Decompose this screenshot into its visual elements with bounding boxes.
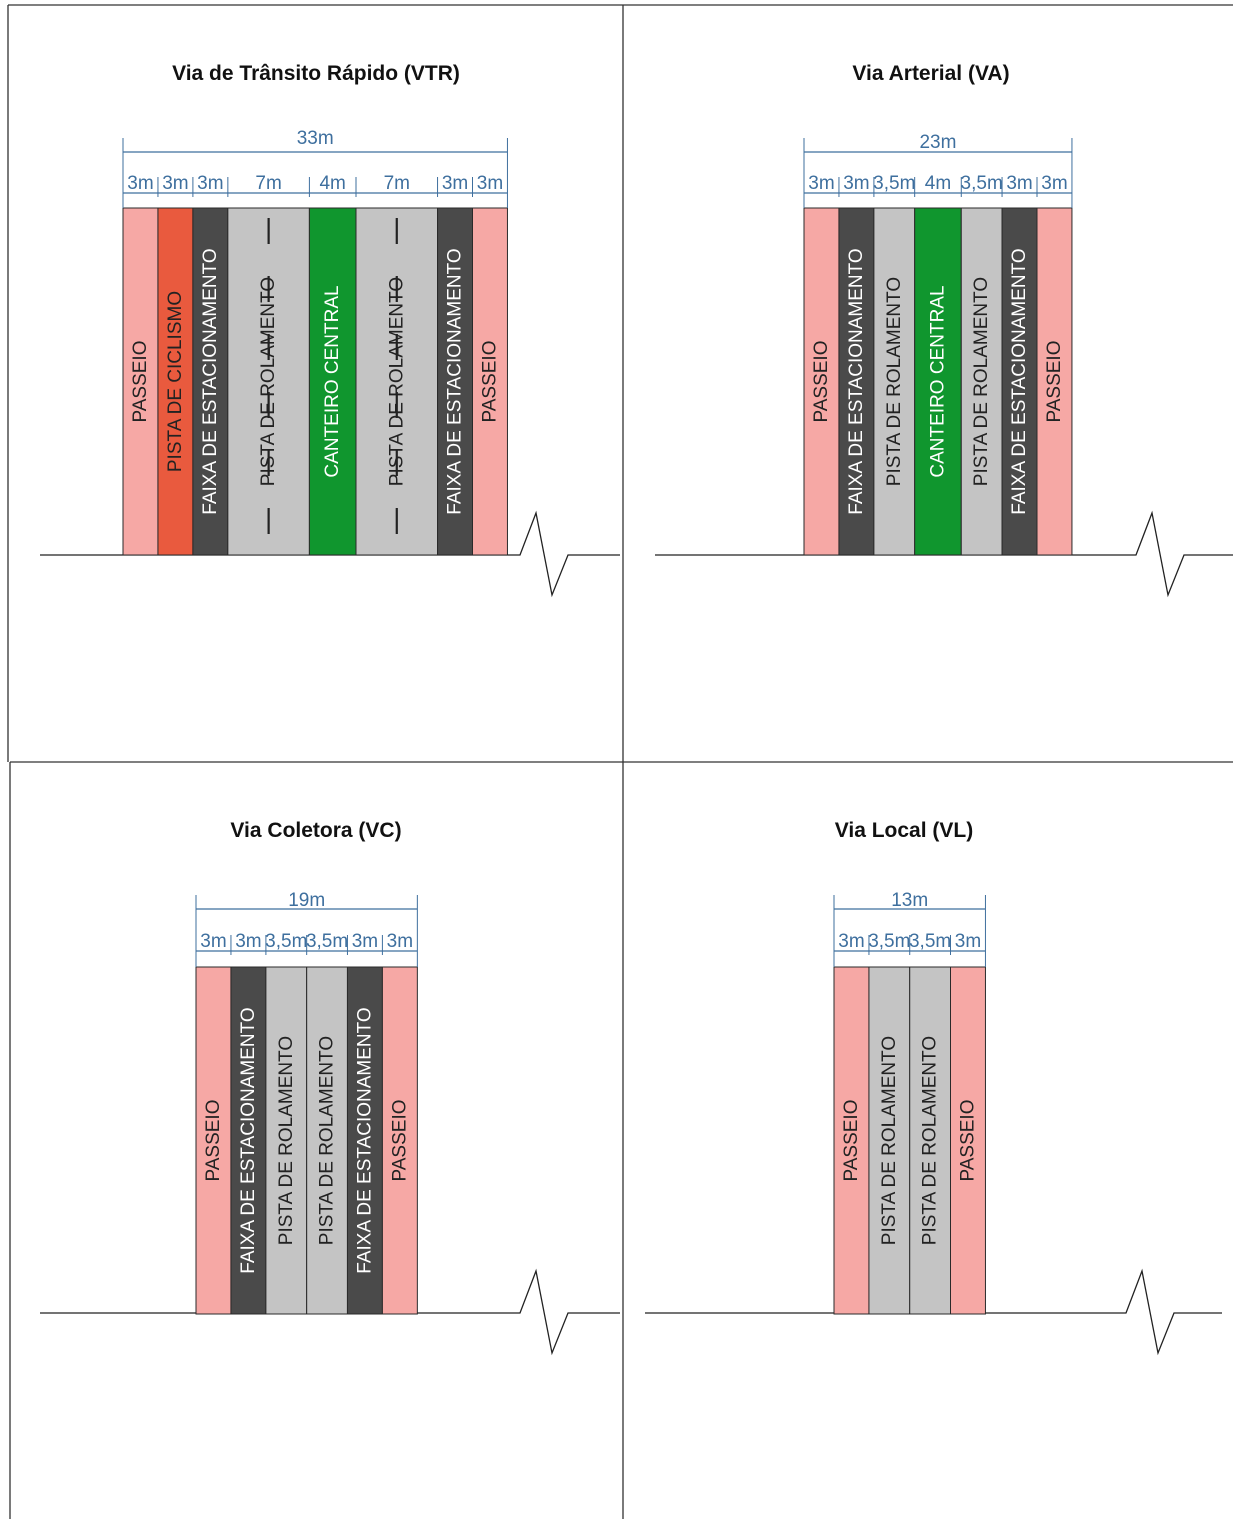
- segment-label: PISTA DE ROLAMENTO: [386, 277, 407, 486]
- total-width-label: 13m: [891, 890, 928, 911]
- segment-label: PISTA DE CICLISMO: [165, 291, 186, 472]
- segment-label: PASSEIO: [1044, 340, 1065, 422]
- segment-label: FAIXA DE ESTACIONAMENTO: [200, 248, 221, 514]
- segment-label: FAIXA DE ESTACIONAMENTO: [445, 248, 466, 514]
- segment-label: PISTA DE ROLAMENTO: [884, 277, 905, 486]
- segment-label: PISTA DE ROLAMENTO: [971, 277, 992, 486]
- segment-passeio: [950, 966, 986, 1315]
- segment-width-label: 4m: [925, 173, 951, 194]
- segment-width-label: 3,5m: [909, 931, 951, 952]
- panel-title: Via de Trânsito Rápido (VTR): [172, 62, 460, 85]
- segment-estacionamento: [230, 966, 267, 1315]
- segment-label: PISTA DE ROLAMENTO: [879, 1036, 900, 1245]
- ground-line: [645, 1268, 1222, 1356]
- segment-label: PASSEIO: [130, 340, 151, 422]
- segment-width-label: 3m: [162, 173, 188, 194]
- segment-width-label: 3,5m: [961, 173, 1003, 194]
- segment-passeio: [122, 207, 159, 556]
- segment-passeio: [1036, 207, 1073, 556]
- panel-title: Via Coletora (VC): [230, 819, 401, 842]
- total-width-label: 19m: [288, 890, 325, 911]
- segment-label: PISTA DE ROLAMENTO: [276, 1036, 297, 1245]
- segment-width-label: 3,5m: [873, 173, 915, 194]
- segment-width-label: 3m: [127, 173, 153, 194]
- segment-label: FAIXA DE ESTACIONAMENTO: [354, 1007, 375, 1273]
- segment-label: FAIXA DE ESTACIONAMENTO: [238, 1007, 259, 1273]
- segment-width-label: 3,5m: [265, 931, 307, 952]
- panel-vtr: Via de Trânsito Rápido (VTR) PASSEIO PIST…: [40, 62, 620, 598]
- segment-label: PASSEIO: [203, 1099, 224, 1181]
- segment-passeio: [472, 207, 508, 556]
- segment-label: PASSEIO: [957, 1099, 978, 1181]
- segment-width-label: 3m: [1006, 173, 1032, 194]
- segment-label: PASSEIO: [389, 1099, 410, 1181]
- segment-width-label: 3m: [843, 173, 869, 194]
- segment-label: PASSEIO: [811, 340, 832, 422]
- segment-label: CANTEIRO CENTRAL: [322, 285, 343, 477]
- segment-width-label: 3m: [477, 173, 503, 194]
- ground-line: [40, 1268, 620, 1356]
- segment-label: PISTA DE ROLAMENTO: [258, 277, 279, 486]
- panel-title: Via Local (VL): [835, 819, 973, 842]
- segment-width-label: 3m: [197, 173, 223, 194]
- segment-rolamento: [227, 207, 310, 556]
- segment-canteiro: [308, 207, 357, 556]
- segment-estacionamento: [1001, 207, 1038, 556]
- total-width-label: 23m: [919, 132, 956, 153]
- panel-vl: Via Local (VL) PASSEIO PISTA DE ROLAMENTO…: [645, 819, 1222, 1356]
- segment-canteiro: [914, 207, 962, 556]
- segment-label: FAIXA DE ESTACIONAMENTO: [1009, 248, 1030, 514]
- segment-width-label: 4m: [319, 173, 345, 194]
- segment-width-label: 3m: [838, 931, 864, 952]
- panel-vc: Via Coletora (VC) PASSEIO FAIXA DE ESTACI…: [40, 819, 620, 1356]
- total-dimension: 33m 3m 3m 3m 7m 4m 7m 3m 3m: [122, 128, 508, 208]
- segment-rolamento: [265, 966, 308, 1315]
- segment-width-label: 3m: [352, 931, 378, 952]
- segment-width-label: 3,5m: [306, 931, 348, 952]
- panel-va: Via Arterial (VA) PASSEIO FAIXA DE ESTACI…: [655, 62, 1233, 598]
- segment-passeio: [381, 966, 418, 1315]
- panel-grid: [7, 4, 1233, 1519]
- segment-label: PASSEIO: [479, 340, 500, 422]
- segment-width-label: 3m: [442, 173, 468, 194]
- panel-title: Via Arterial (VA): [852, 62, 1009, 85]
- segment-width-label: 3m: [235, 931, 261, 952]
- segment-label: PISTA DE ROLAMENTO: [920, 1036, 941, 1245]
- segment-width-label: 7m: [255, 173, 281, 194]
- segment-width-label: 7m: [384, 173, 410, 194]
- segment-width-label: 3m: [387, 931, 413, 952]
- segment-width-label: 3m: [808, 173, 834, 194]
- segment-label: CANTEIRO CENTRAL: [927, 285, 948, 477]
- total-width-label: 33m: [297, 128, 334, 149]
- segment-passeio: [833, 966, 870, 1315]
- segment-width-label: 3m: [1041, 173, 1067, 194]
- segment-label: FAIXA DE ESTACIONAMENTO: [846, 248, 867, 514]
- segment-rolamento: [355, 207, 439, 556]
- segment-label: PASSEIO: [841, 1099, 862, 1181]
- segment-width-label: 3m: [200, 931, 226, 952]
- segment-label: PISTA DE ROLAMENTO: [317, 1036, 338, 1245]
- segment-rolamento: [868, 966, 911, 1315]
- segment-rolamento: [960, 207, 1003, 556]
- segment-rolamento: [909, 966, 951, 1315]
- segment-width-label: 3m: [955, 931, 981, 952]
- segment-width-label: 3,5m: [868, 931, 910, 952]
